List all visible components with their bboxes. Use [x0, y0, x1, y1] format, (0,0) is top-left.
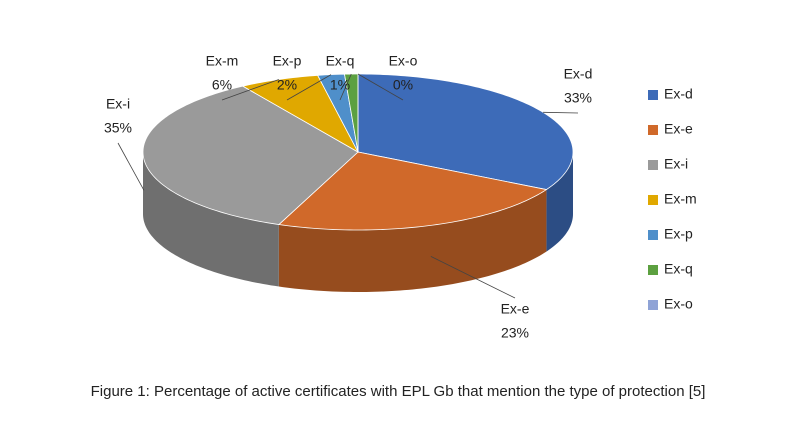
slice-value-label: 0%: [393, 77, 413, 93]
slice-label: Ex-q: [326, 53, 355, 69]
legend-swatch: [648, 90, 658, 100]
legend-label: Ex-d: [664, 86, 693, 102]
slice-value-label: 2%: [277, 77, 297, 93]
slice: [142, 85, 359, 225]
legend-swatch: [648, 195, 658, 205]
slice-value-label: 35%: [104, 120, 132, 136]
legend-swatch: [648, 300, 658, 310]
slice-label: Ex-o: [389, 53, 418, 69]
legend-swatch: [648, 125, 658, 135]
leader-line: [430, 256, 516, 299]
slice-side: [546, 152, 573, 252]
leader-line: [286, 74, 332, 101]
leader-line: [357, 73, 404, 101]
slice-side: [278, 189, 547, 292]
legend-label: Ex-i: [664, 156, 688, 172]
slice-label: Ex-i: [106, 96, 130, 112]
slice-label: Ex-e: [501, 301, 530, 317]
legend-label: Ex-q: [664, 261, 693, 277]
leader-line: [221, 79, 279, 101]
slice: [241, 74, 359, 154]
legend-swatch: [648, 160, 658, 170]
leader-line: [339, 73, 352, 101]
caption: Figure 1: Percentage of active certifica…: [91, 383, 706, 400]
slice: [277, 151, 548, 231]
slice-value-label: 33%: [564, 90, 592, 106]
legend-swatch: [648, 230, 658, 240]
slice-label: Ex-p: [273, 53, 302, 69]
slice-label: Ex-d: [564, 66, 593, 82]
slice-label: Ex-m: [206, 53, 239, 69]
slice-value-label: 23%: [501, 325, 529, 341]
legend-label: Ex-p: [664, 226, 693, 242]
leader-line: [543, 111, 579, 114]
slice-side: [143, 152, 279, 287]
slice-value-label: 1%: [330, 77, 350, 93]
slice-value-label: 6%: [212, 77, 232, 93]
legend-swatch: [648, 265, 658, 275]
legend-label: Ex-e: [664, 121, 693, 137]
legend-label: Ex-o: [664, 296, 693, 312]
legend-label: Ex-m: [664, 191, 697, 207]
leader-line: [117, 142, 145, 191]
